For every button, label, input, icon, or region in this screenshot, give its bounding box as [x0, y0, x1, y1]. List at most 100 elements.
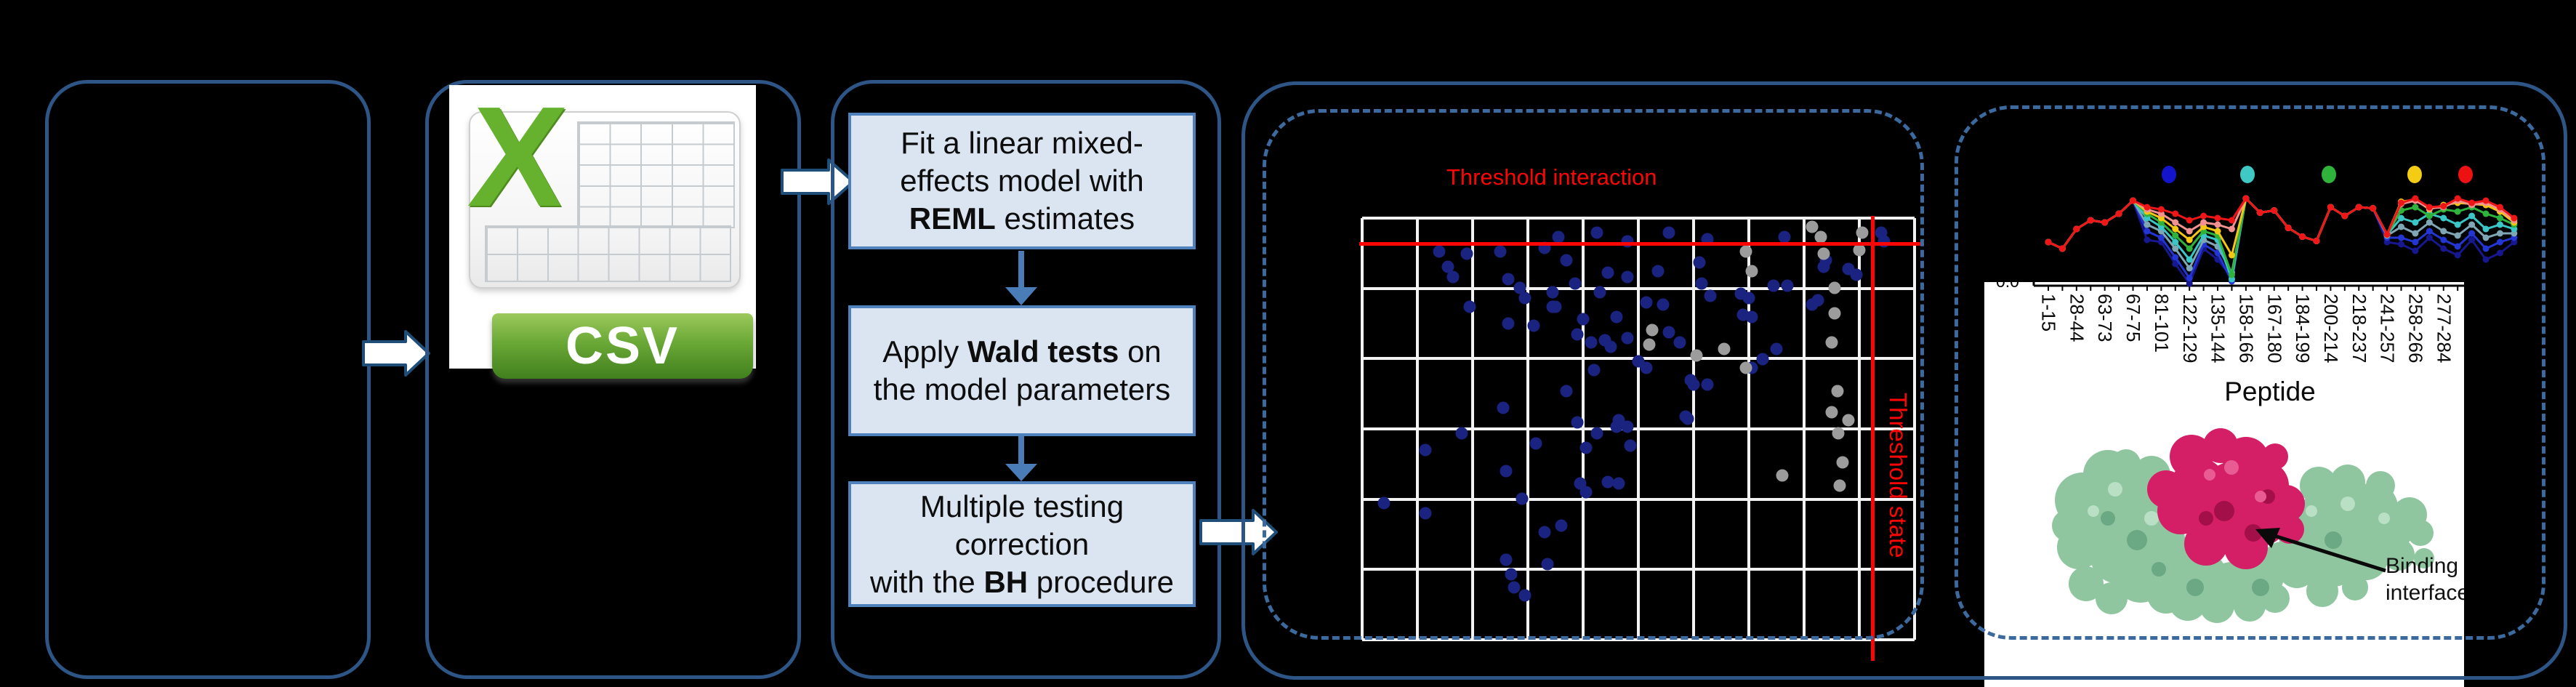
scatter-point [1646, 324, 1659, 337]
scatter-point [1621, 270, 1634, 284]
scatter-point [1500, 553, 1513, 566]
uptake-series-point [2482, 225, 2490, 233]
uptake-series-point [2228, 271, 2235, 278]
uptake-series-point [2285, 225, 2292, 231]
scatter-point [1579, 441, 1593, 454]
protein-surface-green-shadow [2127, 530, 2147, 550]
scatter-point [1640, 296, 1653, 309]
csv-card: X CSV [464, 77, 753, 379]
scatter-point [1527, 319, 1540, 332]
protein-surface-green [2383, 539, 2415, 571]
uptake-series-point [2228, 252, 2235, 259]
uptake-series-point [2398, 214, 2404, 222]
csv-banner: CSV [492, 313, 753, 379]
scatter-point [1621, 332, 1634, 345]
uptake-series-point [2172, 254, 2179, 261]
uptake-series-point [2242, 195, 2250, 202]
y-axis-tick-label: 0.0 [1996, 272, 2019, 291]
excel-x-icon: X [464, 77, 571, 236]
scatter-point [1776, 469, 1789, 482]
scatter-point [1502, 273, 1515, 286]
scatter-point [1494, 245, 1507, 258]
scatter-point [1781, 279, 1794, 292]
legend-dot [2458, 166, 2473, 183]
uptake-series-point [2115, 210, 2122, 217]
scatter-point [1552, 230, 1565, 244]
scatter-point [1590, 226, 1603, 239]
scatter-point [1441, 260, 1454, 273]
uptake-series-point [2454, 195, 2461, 202]
step-bh-text: Multiple testing correction with the BH … [870, 488, 1174, 601]
peptide-tick-label: 122-129 [2178, 294, 2201, 363]
protein-surface-green [2330, 465, 2365, 499]
uptake-series-point [2426, 219, 2433, 226]
uptake-series-point [2172, 238, 2179, 246]
protein-surface-green-shadow [2252, 579, 2269, 596]
uptake-series-point [2440, 245, 2447, 252]
protein-surface-green [2052, 510, 2084, 542]
threshold-scatter-plot [1361, 217, 1916, 641]
peptide-tick-label: 184-199 [2292, 294, 2314, 363]
uptake-series-point [2426, 228, 2433, 235]
scatter-point [1505, 568, 1518, 581]
uptake-series-point [2440, 203, 2447, 209]
scatter-point [1662, 326, 1675, 339]
legend-dot [2240, 166, 2255, 183]
scatter-point [1624, 439, 1637, 452]
uptake-series-point [2144, 228, 2151, 235]
uptake-series-point [2468, 212, 2476, 220]
uptake-series-point [2482, 256, 2490, 263]
protein-surface-green [2112, 449, 2141, 478]
connector-shaft [1018, 251, 1024, 289]
protein-surface-crimson-highlight [2204, 469, 2215, 481]
uptake-series-point [2412, 230, 2419, 237]
flow-arrow-2 [781, 158, 855, 205]
step-text-segment: Apply [882, 334, 967, 369]
uptake-series-point [2398, 223, 2404, 230]
peptide-tick-label: 158-166 [2235, 294, 2258, 363]
protein-surface-green [2262, 542, 2303, 582]
scatter-point [1500, 465, 1513, 478]
scatter-point [1585, 336, 1598, 349]
uptake-series-point [2327, 204, 2334, 211]
uptake-series-point [2299, 233, 2306, 240]
threshold-interaction-line [1359, 242, 1920, 246]
scatter-point [1587, 363, 1601, 377]
step-keyword: Wald tests [967, 334, 1119, 369]
scatter-gridline [1362, 638, 1915, 641]
binding-interface-label: Binding interface [2386, 554, 2464, 605]
scatter-point [1767, 279, 1780, 292]
scatter-point [1806, 220, 1819, 233]
uptake-series-point [2144, 236, 2151, 244]
uptake-series-point [2228, 225, 2235, 233]
protein-surface-crimson-highlight [2224, 460, 2239, 475]
uptake-series-point [2186, 217, 2193, 224]
scatter-point [1497, 401, 1510, 414]
uptake-series-point [2468, 221, 2476, 228]
scatter-point [1657, 298, 1670, 311]
scatter-point [1518, 292, 1531, 305]
peptide-tick-label: 28-44 [2066, 294, 2088, 342]
protein-surface-crimson-highlight [2255, 491, 2266, 502]
scatter-point [1538, 526, 1551, 539]
x-axis-title: Peptide [2224, 377, 2316, 406]
peptide-tick-label: 218-237 [2348, 294, 2370, 363]
protein-surface-green [2199, 588, 2234, 623]
scatter-point [1541, 558, 1554, 571]
protein-surface-green-highlight [2378, 513, 2390, 524]
scatter-point [1853, 244, 1866, 256]
uptake-series-point [2172, 232, 2179, 239]
scatter-point [1555, 519, 1568, 532]
step-keyword: BH [983, 564, 1029, 599]
uptake-series-point [2468, 199, 2476, 206]
scatter-point [1850, 268, 1863, 281]
uptake-series-point [2256, 209, 2263, 216]
scatter-point [1529, 437, 1542, 450]
protein-structure [2052, 428, 2434, 623]
threshold-state-label: Threshold state [1885, 393, 1912, 558]
uptake-series-point [2186, 228, 2193, 235]
scatter-point [1612, 477, 1625, 490]
scatter-point [1419, 443, 1432, 457]
uptake-series-point [2454, 208, 2461, 215]
